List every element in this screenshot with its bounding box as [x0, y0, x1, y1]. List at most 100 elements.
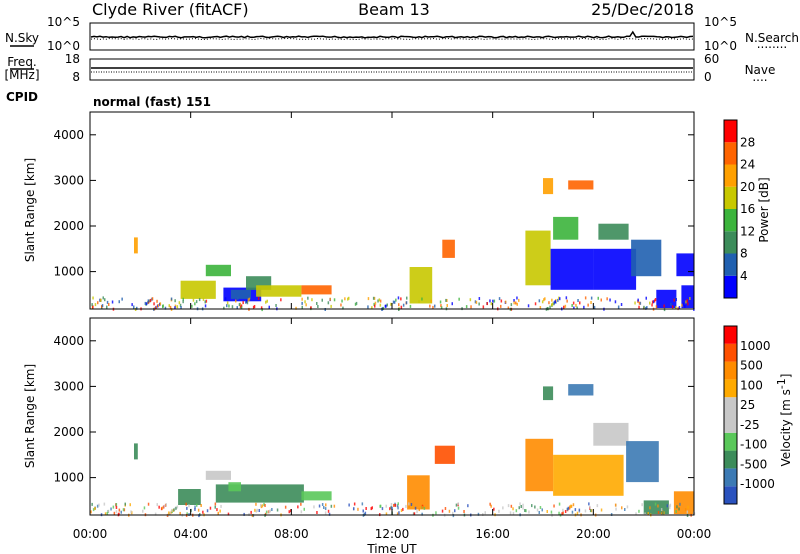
- power-speckle: [374, 301, 377, 305]
- power-speckle: [180, 306, 182, 309]
- velocity-ytick-label-1: 2000: [53, 425, 84, 439]
- velocity-speckle: [589, 505, 591, 509]
- power-speckle: [174, 304, 177, 308]
- power-speckle: [634, 301, 636, 305]
- velocity-speckle: [362, 509, 364, 513]
- velocity-speckle: [493, 507, 495, 511]
- power-speckle: [617, 305, 620, 309]
- velocity-speckle: [327, 509, 330, 513]
- velocity-speckle: [115, 506, 118, 509]
- power-speckle: [510, 303, 513, 307]
- velocity-speckle: [596, 504, 599, 508]
- velocity-cell-8: [525, 438, 554, 492]
- velocity-cell-9: [543, 386, 554, 401]
- power-speckle: [663, 308, 666, 312]
- velocity-speckle: [333, 504, 336, 508]
- velocity-speckle: [467, 504, 469, 508]
- velocity-speckle: [353, 502, 356, 506]
- power-colorbar-segment: [724, 231, 737, 254]
- velocity-speckle: [250, 510, 252, 514]
- velocity-speckle: [541, 508, 543, 512]
- velocity-speckle: [260, 503, 262, 507]
- power-colorbar-tick-2: 12: [740, 224, 755, 238]
- velocity-speckle: [243, 512, 245, 516]
- power-speckle: [551, 298, 553, 302]
- velocity-speckle: [614, 503, 617, 507]
- power-speckle: [493, 299, 496, 303]
- velocity-speckle: [571, 510, 574, 514]
- power-speckle: [458, 297, 460, 301]
- power-speckle: [645, 306, 647, 310]
- velocity-speckle: [255, 502, 257, 506]
- velocity-speckle: [290, 509, 292, 513]
- power-speckle: [445, 298, 447, 302]
- power-ytick-label-0: 1000: [53, 265, 84, 279]
- freq-left-tick-top: 18: [65, 52, 80, 66]
- velocity-speckle: [644, 512, 646, 516]
- velocity-speckle: [654, 502, 657, 506]
- power-speckle: [566, 299, 568, 303]
- velocity-speckle: [477, 512, 480, 516]
- velocity-speckle: [325, 503, 327, 507]
- velocity-speckle: [489, 502, 491, 506]
- power-speckle: [268, 305, 270, 309]
- title-beam: Beam 13: [358, 0, 430, 19]
- velocity-colorbar-segment: [724, 415, 737, 433]
- power-speckle: [639, 301, 642, 305]
- velocity-speckle: [265, 510, 268, 514]
- power-speckle: [609, 298, 611, 302]
- velocity-speckle: [300, 510, 303, 514]
- power-speckle: [543, 298, 545, 302]
- velocity-speckle: [452, 511, 454, 515]
- velocity-speckle: [421, 512, 423, 516]
- power-speckle: [538, 299, 541, 303]
- velocity-speckle: [522, 506, 524, 510]
- velocity-cell-0: [134, 443, 138, 460]
- power-speckle: [465, 305, 468, 309]
- velocity-speckle: [416, 510, 418, 514]
- velocity-speckle: [194, 507, 196, 511]
- power-speckle: [606, 297, 608, 301]
- power-speckle: [170, 297, 173, 301]
- power-speckle: [354, 302, 357, 306]
- velocity-speckle: [179, 511, 181, 515]
- velocity-speckle: [668, 504, 671, 508]
- velocity-speckle: [303, 507, 305, 511]
- velocity-speckle: [448, 509, 451, 513]
- velocity-speckle: [200, 504, 202, 507]
- power-speckle: [156, 299, 158, 303]
- power-speckle: [614, 300, 617, 304]
- freq-label: Freq.: [7, 55, 37, 69]
- power-ytick-label-2: 3000: [53, 173, 84, 187]
- power-speckle: [558, 296, 560, 300]
- power-speckle: [121, 297, 123, 301]
- power-speckle: [205, 299, 208, 303]
- power-speckle: [486, 302, 488, 306]
- power-speckle: [92, 305, 94, 309]
- power-speckle: [144, 301, 147, 305]
- power-speckle: [653, 299, 656, 303]
- power-speckle: [673, 298, 675, 302]
- power-speckle: [492, 299, 494, 303]
- power-speckle: [451, 302, 453, 306]
- velocity-speckle: [255, 509, 257, 513]
- velocity-speckle: [641, 503, 643, 507]
- power-speckle: [649, 301, 651, 305]
- velocity-speckle: [264, 504, 266, 507]
- velocity-speckle: [498, 509, 500, 513]
- velocity-speckle: [562, 508, 564, 512]
- power-speckle: [527, 304, 530, 308]
- power-ytick-label-3: 4000: [53, 128, 84, 142]
- velocity-speckle: [558, 502, 561, 506]
- velocity-speckle: [635, 512, 637, 516]
- velocity-speckle: [662, 511, 664, 515]
- velocity-speckle: [457, 502, 459, 506]
- title-station: Clyde River (fitACF): [92, 0, 249, 19]
- velocity-speckle: [507, 504, 510, 508]
- power-speckle: [260, 306, 263, 310]
- power-colorbar-tick-4: 20: [740, 180, 755, 194]
- power-speckle: [681, 303, 683, 307]
- power-speckle: [548, 301, 550, 305]
- cpid-label: CPID: [6, 90, 38, 104]
- velocity-speckle: [107, 509, 110, 513]
